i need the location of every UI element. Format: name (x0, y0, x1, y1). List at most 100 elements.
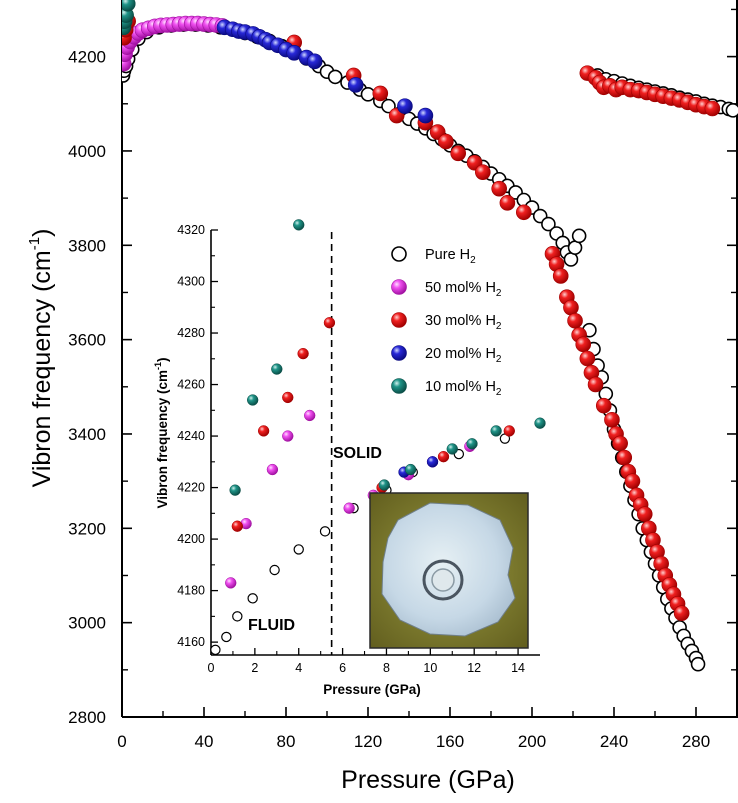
inset-point-h50 (225, 577, 237, 589)
inset-point-pure (221, 631, 232, 643)
legend-label-main: 10 mol% H (425, 379, 496, 395)
main-point-h30 (567, 312, 583, 329)
main-point-h20 (417, 107, 434, 124)
legend-label-sub: 2 (496, 387, 502, 398)
main-x-tick-label: 40 (195, 732, 214, 751)
sample-photo-sample (381, 502, 516, 637)
solid-label: SOLID (333, 445, 382, 462)
inset-ticks: 0 2 4 6 8 10 12 14 4160 4180 4200 4220 4240 4260 4280 4… (177, 223, 525, 675)
main-point-h30 (515, 204, 532, 221)
inset-x-tick-label: 14 (511, 661, 525, 675)
main-point-h20 (306, 53, 323, 70)
legend-label-main: 50 mol% H (425, 280, 496, 296)
main-point-h30 (579, 350, 596, 367)
legend-label-main: 20 mol% H (425, 346, 496, 362)
inset-y-tick-label: 4180 (177, 584, 205, 598)
main-point-h30 (587, 376, 604, 393)
main-point-pure (381, 98, 396, 114)
main-x-tick-label: 160 (436, 732, 464, 751)
main-x-tick-label: 200 (518, 732, 546, 751)
main-point-h30 (552, 268, 569, 284)
legend-label-sub: 2 (496, 321, 502, 332)
main-y-axis-title-close: ) (28, 229, 56, 237)
legend-label-sub: 2 (496, 354, 502, 365)
legend-marker-h20 (391, 345, 407, 361)
main-point-h30 (673, 605, 690, 622)
inset-x-tick-label: 10 (423, 661, 437, 675)
main-y-tick-label: 4000 (68, 142, 106, 161)
legend-label-h50: 50 mol% H2 (425, 280, 502, 299)
inset-points (210, 219, 546, 656)
legend-marker-h30 (391, 312, 407, 328)
inset-y-axis-title: Vibron frequency (cm-1) (153, 357, 170, 508)
inset-x-tick-label: 8 (383, 661, 390, 675)
legend-label-main: 30 mol% H (425, 313, 496, 329)
main-x-tick-label: 80 (277, 732, 296, 751)
legend-label-h30: 30 mol% H2 (425, 313, 502, 332)
main-point-h30 (612, 435, 628, 452)
inset-point-h30 (282, 391, 294, 404)
inset-point-h50 (282, 430, 294, 442)
inset-point-h10 (247, 394, 259, 406)
main-y-axis-title-main: Vibron frequency (cm (28, 250, 56, 487)
inset-point-h30 (503, 425, 515, 437)
fluid-label: FLUID (248, 617, 295, 634)
inset-y-axis-title-close: ) (155, 357, 170, 362)
main-y-tick-label: 4200 (68, 48, 106, 67)
main-point-h30 (474, 164, 491, 180)
inset-y-tick-label: 4300 (177, 275, 205, 289)
inset-point-pure (269, 564, 280, 576)
sample-photo-ring-outer (422, 559, 464, 601)
inset-point-h50 (304, 409, 316, 422)
main-point-pure (327, 69, 343, 85)
main-y-tick-label: 3800 (68, 236, 106, 255)
inset-x-tick-label: 0 (208, 661, 215, 675)
main-y-tick-label: 2800 (68, 708, 106, 727)
main-point-h30 (624, 473, 641, 489)
inset-y-tick-label: 4200 (177, 532, 205, 546)
inset-point-h20 (426, 456, 439, 468)
main-point-h30 (450, 145, 467, 162)
inset-x-tick-label: 2 (251, 661, 258, 675)
main-y-tick-label: 3400 (68, 425, 106, 444)
main-ticks: 0 40 80 120 160 200 240 28028003000320034003600… (68, 8, 737, 751)
legend-marker-h50 (391, 279, 407, 295)
inset-y-axis-title-main: Vibron frequency (cm (155, 370, 170, 509)
inset-point-h50 (343, 502, 355, 514)
inset-point-h10 (293, 219, 305, 231)
main-point-h30 (491, 180, 508, 197)
main-y-tick-label: 3600 (68, 331, 106, 350)
inset-y-tick-label: 4240 (177, 429, 205, 443)
main-y-axis-title: Vibron frequency (cm-1) (26, 229, 56, 488)
inset-point-h50 (266, 463, 279, 476)
legend-label-pure: Pure H2 (425, 247, 476, 266)
inset-point-pure (319, 526, 331, 537)
sample-photo (369, 492, 529, 649)
inset-point-pure (232, 611, 243, 622)
main-x-axis-title: Pressure (GPa) (341, 766, 515, 794)
legend-label-sub: 2 (470, 255, 476, 266)
main-point-h30 (636, 506, 653, 522)
main-point-pure (571, 228, 587, 244)
main-point-h30 (575, 336, 592, 353)
inset-point-h10 (466, 438, 478, 450)
legend-label-h10: 10 mol% H2 (425, 379, 502, 398)
main-x-tick-label: 0 (117, 732, 126, 751)
main-point-h30 (438, 133, 454, 150)
inset-point-h10 (271, 363, 283, 375)
main-axes (121, 0, 738, 718)
inset-point-h30 (323, 317, 336, 329)
inset-point-h10 (404, 463, 417, 476)
main-y-tick-label: 3000 (68, 614, 106, 633)
main-point-h30 (704, 100, 721, 117)
inset-point-pure (247, 593, 258, 604)
inset-y-tick-label: 4320 (177, 223, 205, 237)
legend-marker-pure (391, 246, 407, 262)
inset-point-h30 (257, 425, 270, 437)
inset-point-h10 (378, 479, 390, 491)
main-point-h20 (397, 98, 413, 114)
legend-label-sub: 2 (496, 288, 502, 299)
inset-point-h10 (490, 425, 502, 437)
